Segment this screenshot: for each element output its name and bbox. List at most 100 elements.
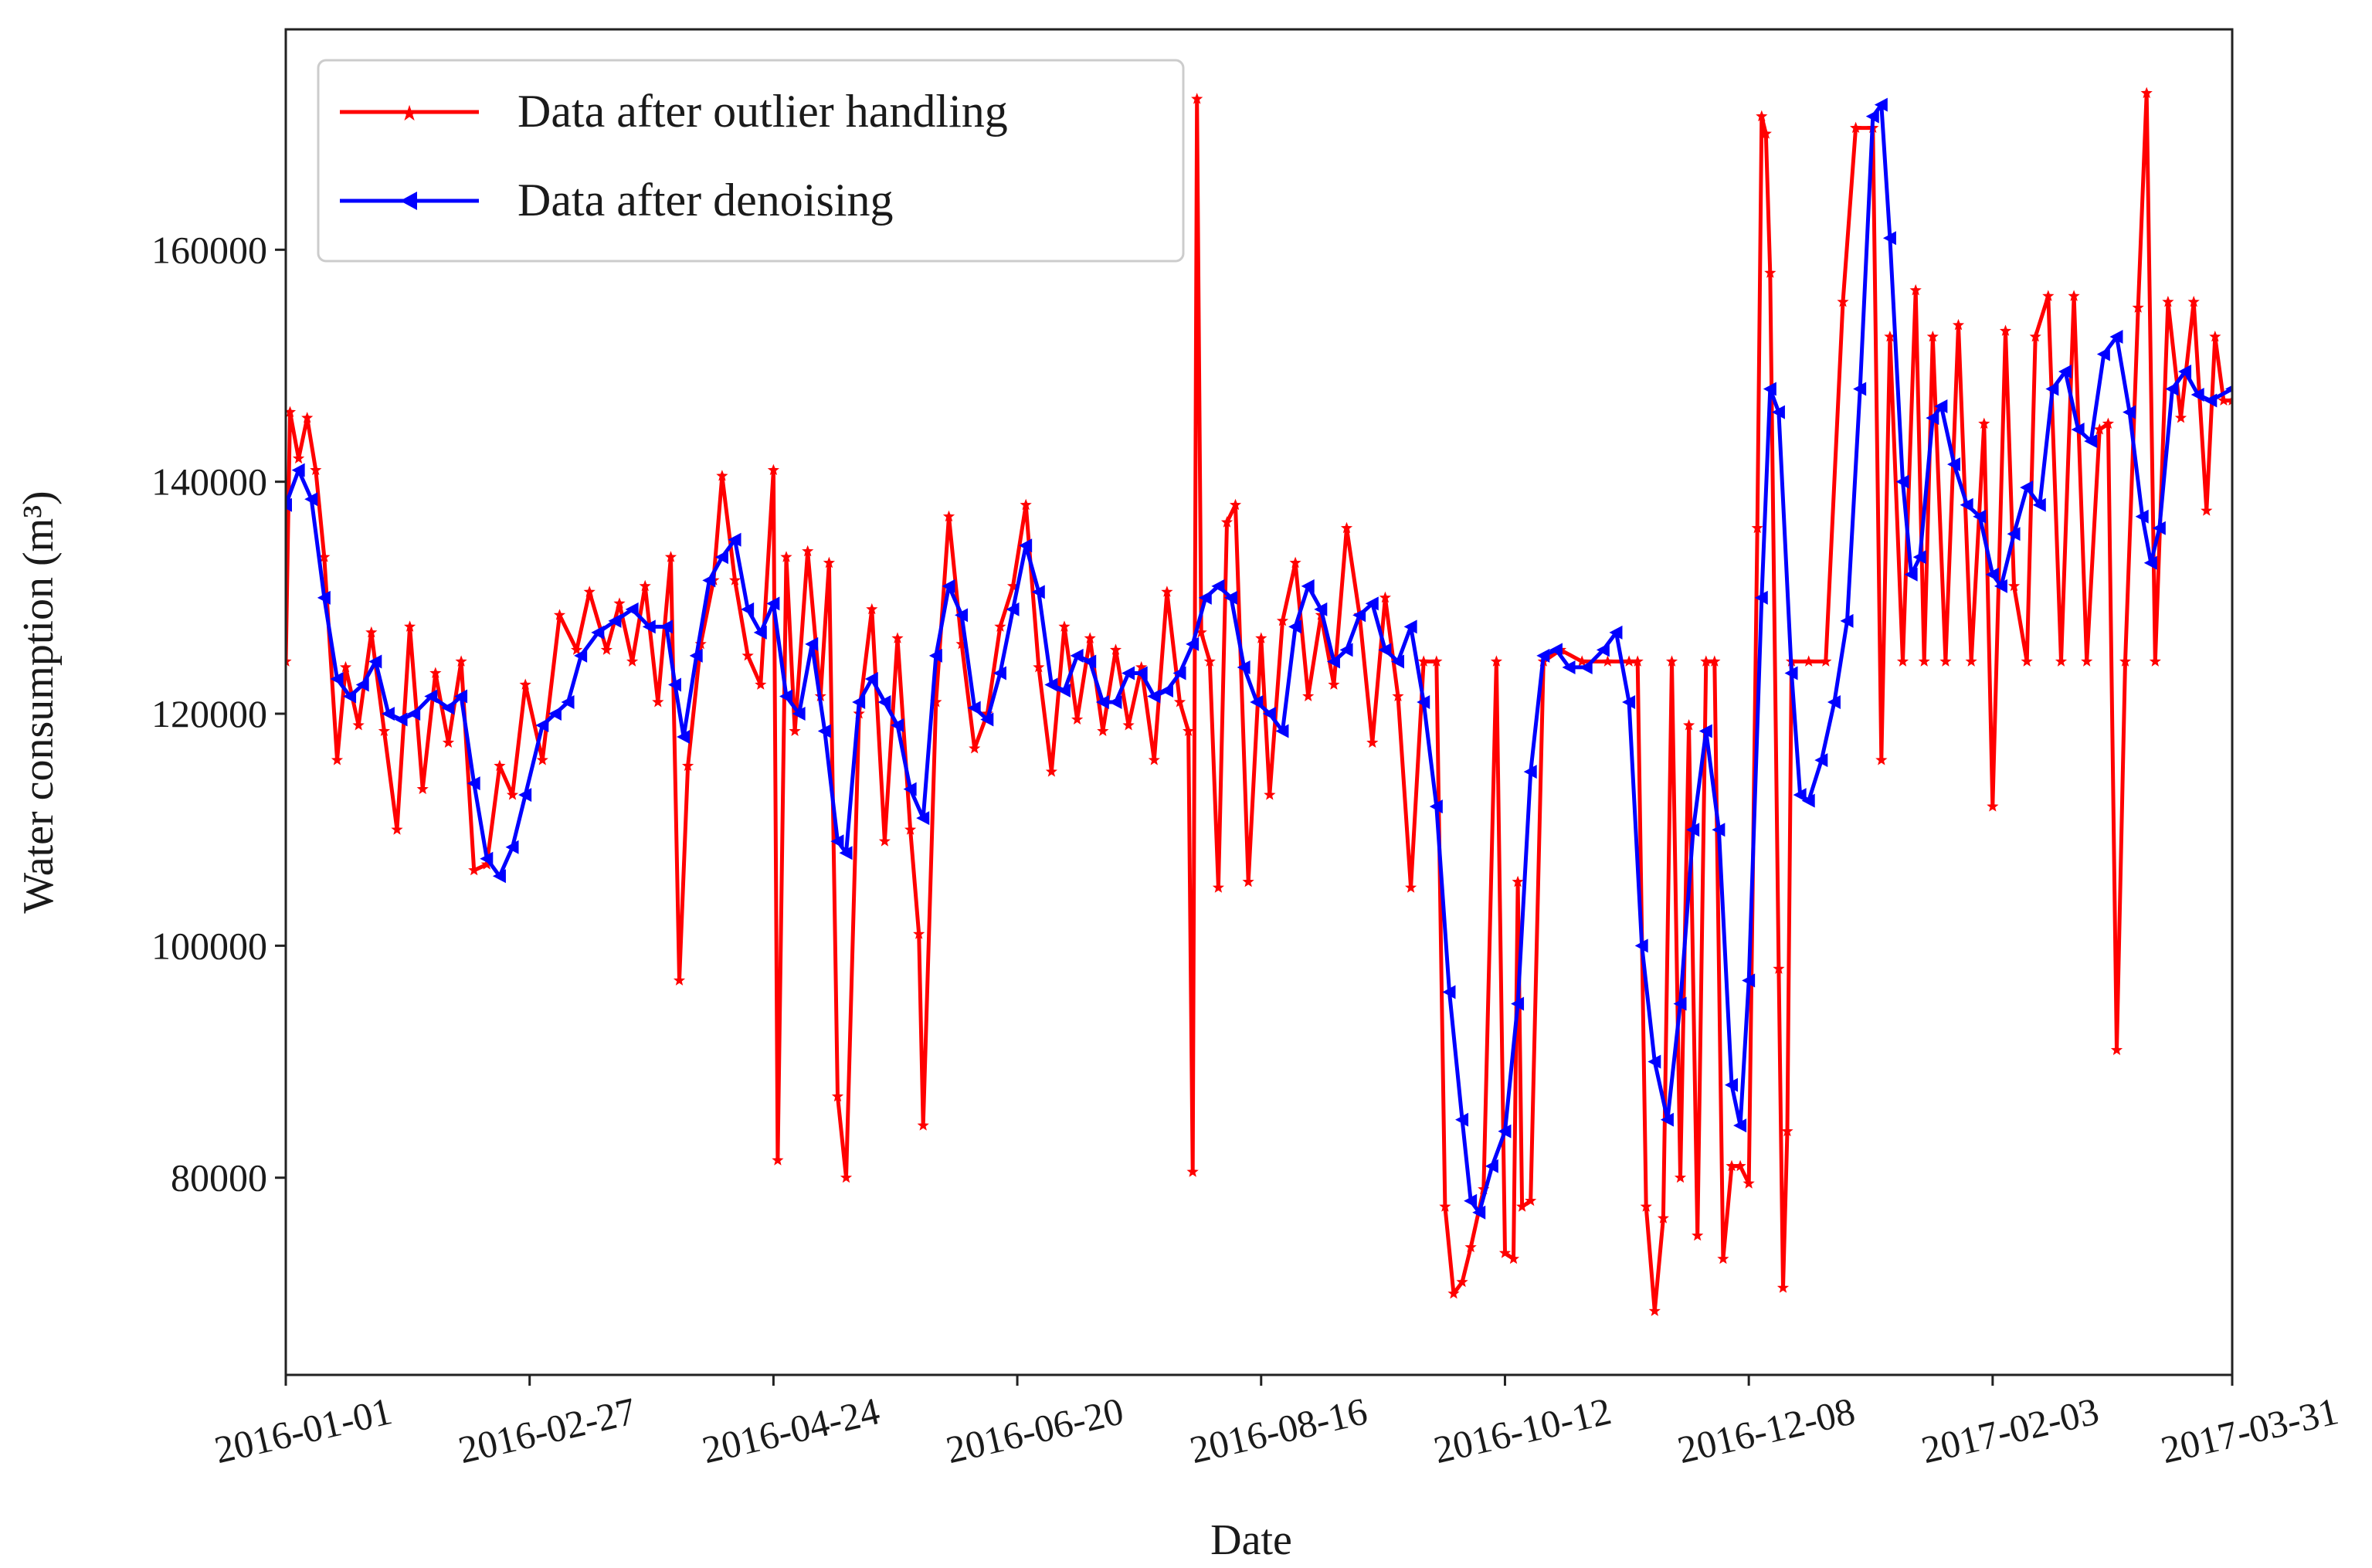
data-point [310,463,322,476]
x-tick-label: 2016-12-08 [1674,1389,1859,1471]
x-tick-label: 2016-01-01 [211,1389,396,1471]
data-point [2029,331,2041,342]
data-point [942,510,955,522]
data-point [1709,655,1721,667]
data-point [1712,823,1726,837]
data-point [505,840,519,854]
data-point [1172,666,1186,680]
data-point [1472,1205,1486,1220]
data-point [1874,97,1888,112]
data-point [1430,655,1443,667]
legend-marker-outlier: ★ [399,100,419,126]
data-point [1159,683,1173,697]
data-point [407,707,421,721]
data-point [1631,655,1644,667]
data-point [293,452,305,464]
data-point [766,596,780,611]
data-point [2093,423,2106,435]
data-point [1525,1194,1537,1207]
data-point [1464,1193,1478,1208]
data-point [1352,608,1366,623]
data-point [1850,121,1862,134]
data-point [2102,417,2114,429]
data-point [1262,707,1276,721]
data-point [659,619,673,634]
data-point [1771,405,1785,419]
data-point [1648,1054,1661,1069]
data-point [728,532,741,547]
data-point [331,754,344,765]
data-point [852,695,866,709]
data-point [2178,365,2192,379]
data-point [1692,1229,1704,1241]
data-point [600,643,613,655]
data-point [1464,1240,1477,1253]
data-point [378,725,390,736]
data-point [1904,567,1918,582]
data-point [2152,521,2166,535]
data-point [1609,625,1623,640]
data-point [1939,655,1952,667]
data-point [1523,765,1537,779]
data-point [840,1171,853,1183]
data-point [1490,655,1502,667]
data-point [994,620,1006,632]
data-point [677,730,691,745]
data-point [286,497,292,512]
data-point [1122,719,1135,731]
data-point [2007,527,2021,541]
data-point [1365,596,1379,611]
data-point [779,689,792,704]
data-point [1250,695,1264,709]
data-point [442,736,455,748]
data-point [455,655,467,667]
data-point [291,463,305,477]
data-point [318,551,331,562]
x-tick-label: 2016-04-24 [698,1389,884,1471]
data-point [1742,973,1756,988]
data-point [404,620,416,632]
data-point [928,648,942,663]
data-point [1314,602,1328,616]
data-point [1392,690,1404,701]
data-point [1095,695,1109,709]
data-point [993,666,1006,680]
data-point [1725,1078,1738,1092]
data-point [365,626,378,638]
data-point [1926,411,1939,426]
data-point [2058,365,2072,379]
plot-area [286,87,2232,1316]
data-point [2187,295,2200,307]
data-point [891,632,904,643]
data-point [891,718,904,733]
data-point [753,625,767,640]
data-point [1203,655,1216,667]
data-point [548,707,562,721]
data-point [626,655,639,667]
data-point [2201,504,2213,516]
data-point [1379,591,1391,603]
data-point [2225,385,2232,393]
data-point [1743,1177,1755,1189]
data-point [1439,1200,1451,1212]
data-point [1865,109,1879,124]
data-point [689,648,703,663]
data-point [1044,677,1058,692]
data-point [2068,290,2080,301]
data-point [1896,655,1909,667]
data-point [1814,753,1828,768]
data-point [642,619,656,634]
data-point [1512,875,1524,888]
data-point [741,602,755,616]
data-point [639,579,651,592]
legend-label-denoised: Data after denoising [517,175,893,226]
data-point [728,574,741,585]
data-point [1198,590,1212,605]
data-point [506,789,519,800]
data-point [1673,996,1687,1011]
data-point [2045,382,2059,396]
data-point [1820,655,1832,667]
data-point [1882,231,1896,246]
data-point [1134,666,1148,680]
